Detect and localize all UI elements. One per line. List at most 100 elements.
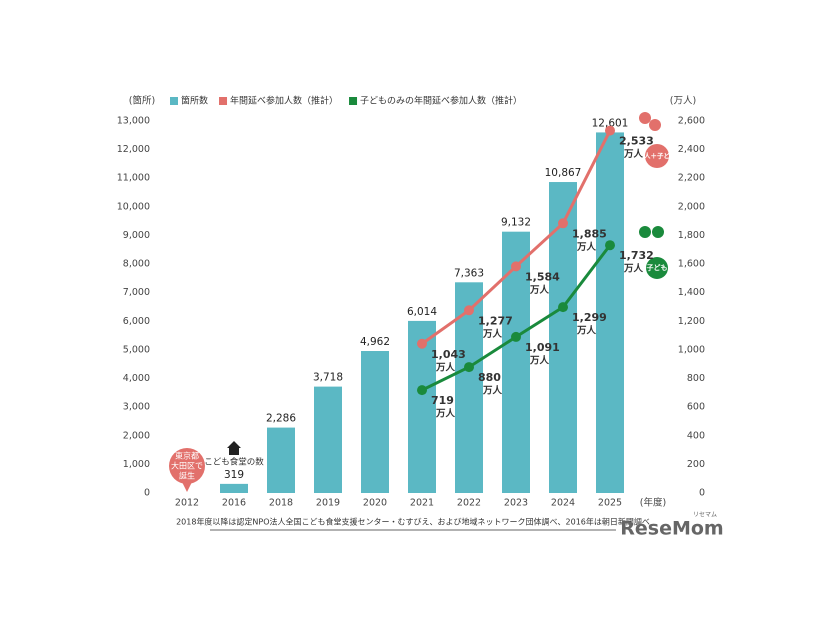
x-axis-label: (年度) [640, 497, 666, 509]
point [464, 362, 474, 373]
y2-axis-label: (万人) [670, 96, 696, 107]
legend-label: 子どものみの年間延べ参加人数（推計） [360, 95, 522, 107]
y-tick-label: 2,000 [123, 430, 150, 441]
bar-value-label: 7,363 [454, 267, 484, 279]
line-value-label: 1,584 [525, 270, 560, 283]
bar-value-label: 319 [224, 469, 244, 481]
line-value-unit: 万人 [623, 263, 644, 275]
adult-icon: 大人＋子ども [638, 112, 677, 168]
line-value-label: 1,091 [525, 341, 560, 354]
line-value-unit: 万人 [623, 148, 644, 160]
x-tick-label: 2024 [551, 498, 575, 509]
y2-tick-label: 200 [687, 459, 705, 470]
y2-tick-label: 2,600 [678, 116, 705, 127]
bar-value-label: 12,601 [592, 117, 629, 129]
badge: 子ども [647, 263, 668, 272]
line-value-unit: 万人 [482, 385, 503, 397]
legend-swatch [349, 97, 358, 105]
x-tick-label: 2016 [222, 498, 246, 509]
y-tick-label: 11,000 [117, 173, 150, 184]
point [417, 385, 427, 396]
x-tick-label: 2023 [504, 498, 528, 509]
y2-tick-label: 2,000 [678, 201, 705, 212]
line-value-unit: 万人 [435, 408, 456, 420]
line-value-label: 1,885 [572, 227, 607, 240]
line-value-label: 2,533 [619, 135, 654, 148]
y-tick-label: 7,000 [123, 287, 150, 298]
y-tick-label: 5,000 [123, 344, 150, 355]
logo: ReseMom [620, 518, 723, 540]
legend-swatch [219, 97, 228, 105]
y2-tick-label: 1,200 [678, 316, 705, 327]
source-note: 2018年度以降は認定NPO法人全国こども食堂支援センター・むすびえ、および地域… [176, 517, 650, 527]
bar [267, 427, 295, 493]
y-tick-label: 1,000 [123, 459, 150, 470]
x-tick-label: 2019 [316, 498, 340, 509]
line-value-unit: 万人 [435, 361, 456, 373]
point [605, 125, 615, 136]
point [558, 218, 568, 229]
y-tick-label: 8,000 [123, 259, 150, 270]
line-value-label: 1,299 [572, 311, 607, 324]
annotation: 大田区で [171, 461, 203, 471]
y-tick-label: 0 [144, 488, 150, 499]
line-value-label: 880 [478, 371, 501, 384]
y-tick-label: 12,000 [117, 144, 150, 155]
point [558, 302, 568, 313]
bar [596, 132, 624, 493]
line-value-label: 719 [431, 394, 454, 407]
y2-tick-label: 1,000 [678, 344, 705, 355]
x-tick-label: 2025 [598, 498, 622, 509]
point [464, 305, 474, 316]
y-tick-label: 4,000 [123, 373, 150, 384]
bar-value-label: 10,867 [545, 167, 582, 179]
badge: 大人＋子ども [638, 151, 677, 160]
x-tick-label: 2012 [175, 498, 199, 509]
point [605, 240, 615, 251]
point [511, 261, 521, 272]
y-tick-label: 6,000 [123, 316, 150, 327]
logo-kana: リセマム [693, 512, 717, 519]
x-tick-label: 2021 [410, 498, 434, 509]
bar-value-label: 4,962 [360, 336, 390, 348]
y-tick-label: 9,000 [123, 230, 150, 241]
bar [314, 386, 342, 493]
line-value-unit: 万人 [482, 328, 503, 340]
y2-tick-label: 600 [687, 402, 705, 413]
point [511, 331, 521, 342]
y2-tick-label: 2,400 [678, 144, 705, 155]
legend-label: 年間延べ参加人数（推計） [230, 95, 338, 107]
bar [408, 320, 436, 493]
line-value-unit: 万人 [529, 354, 550, 366]
birth-bubble: 東京都 大田区で 誕生 [169, 448, 205, 492]
line-value-label: 1,732 [619, 249, 654, 262]
child-icon: 子ども [639, 226, 668, 279]
y2-tick-label: 1,600 [678, 259, 705, 270]
x-tick-label: 2022 [457, 498, 481, 509]
y-tick-label: 10,000 [117, 201, 150, 212]
y2-tick-label: 1,400 [678, 287, 705, 298]
legend-swatch [170, 97, 178, 105]
x-tick-label: 2020 [363, 498, 387, 509]
line-value-unit: 万人 [576, 241, 597, 253]
y2-tick-label: 0 [699, 488, 705, 499]
point [417, 338, 427, 349]
bar [220, 483, 248, 493]
bar-value-label: 3,718 [313, 372, 343, 384]
y-axis-label: (箇所) [129, 95, 155, 107]
y2-tick-label: 800 [687, 373, 705, 384]
x-tick-label: 2018 [269, 498, 293, 509]
line-value-unit: 万人 [576, 325, 597, 337]
line-value-unit: 万人 [529, 284, 550, 296]
y2-tick-label: 400 [687, 430, 705, 441]
bar-value-label: 6,014 [407, 306, 437, 318]
bar-value-label: 9,132 [501, 217, 531, 229]
annotation: 東京都 [175, 451, 199, 461]
house-icon [227, 441, 241, 455]
y-tick-label: 3,000 [123, 402, 150, 413]
y2-tick-label: 2,200 [678, 173, 705, 184]
bar [361, 351, 389, 493]
legend-label: 箇所数 [181, 95, 208, 107]
bar-value-label: 2,286 [266, 413, 296, 425]
